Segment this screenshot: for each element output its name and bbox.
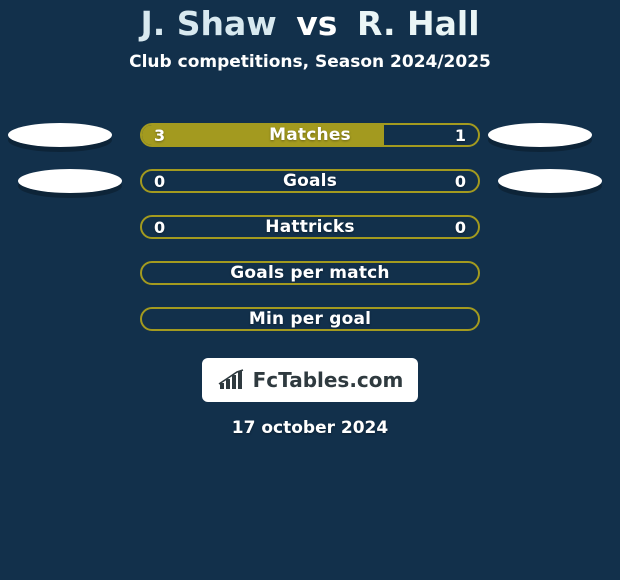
page-root: J. Shaw vs R. Hall Club competitions, Se… bbox=[0, 0, 620, 580]
comparison-row: 00Goals bbox=[0, 158, 620, 204]
brand-badge: FcTables.com bbox=[202, 358, 418, 402]
stat-label: Hattricks bbox=[142, 217, 478, 237]
page-title: J. Shaw vs R. Hall bbox=[0, 6, 620, 42]
stat-label: Goals per match bbox=[142, 263, 478, 283]
bars-icon bbox=[217, 369, 247, 391]
comparison-row: 00Hattricks bbox=[0, 204, 620, 250]
comparison-row: 31Matches bbox=[0, 112, 620, 158]
stat-label: Matches bbox=[142, 125, 478, 145]
date-label: 17 october 2024 bbox=[0, 418, 620, 438]
stat-label: Goals bbox=[142, 171, 478, 191]
brand-text: FcTables.com bbox=[253, 368, 404, 392]
stat-bar: 00Goals bbox=[140, 169, 480, 193]
comparison-rows: 31Matches 00Goals 00Hattricks Goals per mat… bbox=[0, 112, 620, 342]
stat-bar: 31Matches bbox=[140, 123, 480, 147]
player2-name: R. Hall bbox=[357, 4, 480, 43]
stat-bar: Goals per match bbox=[140, 261, 480, 285]
vs-label: vs bbox=[296, 4, 337, 43]
player1-name: J. Shaw bbox=[140, 4, 276, 43]
subtitle: Club competitions, Season 2024/2025 bbox=[0, 52, 620, 72]
comparison-row: Goals per match bbox=[0, 250, 620, 296]
comparison-row: Min per goal bbox=[0, 296, 620, 342]
stat-bar: 00Hattricks bbox=[140, 215, 480, 239]
stat-label: Min per goal bbox=[142, 309, 478, 329]
stat-bar: Min per goal bbox=[140, 307, 480, 331]
